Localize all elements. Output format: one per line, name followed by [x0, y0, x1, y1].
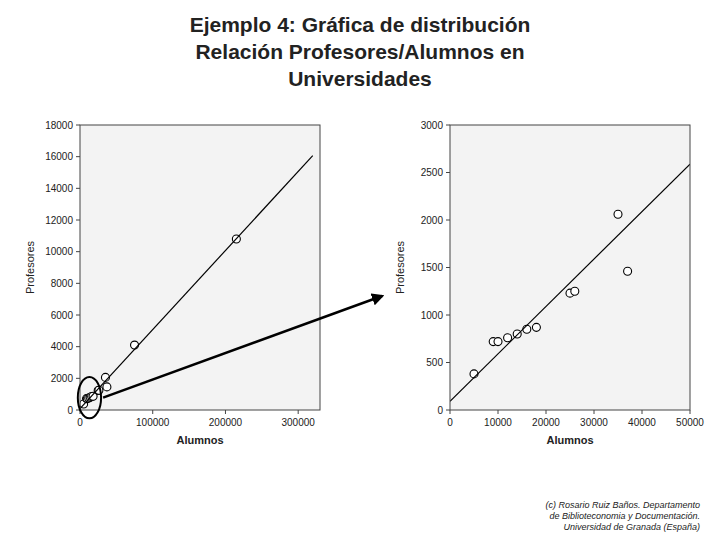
- y-tick-label: 0: [437, 405, 443, 416]
- scatter-point: [494, 338, 502, 346]
- y-tick-label: 8000: [51, 278, 74, 289]
- x-tick-label: 20000: [532, 417, 560, 428]
- zoom-arrow: [103, 296, 382, 398]
- y-tick: [76, 188, 80, 189]
- y-tick-label: 16000: [45, 151, 73, 162]
- x-tick: [450, 410, 451, 414]
- y-axis-label: Profesores: [394, 240, 406, 294]
- scatter-point: [504, 334, 512, 342]
- y-tick: [446, 220, 450, 221]
- y-tick: [76, 156, 80, 157]
- x-tick-label: 0: [447, 417, 453, 428]
- y-tick-label: 2000: [51, 373, 74, 384]
- x-tick: [498, 410, 499, 414]
- data-layer: [80, 156, 313, 409]
- scatter-point: [624, 267, 632, 275]
- copyright-note: de Biblioteconomia y Documentación.: [549, 511, 700, 521]
- x-tick: [594, 410, 595, 414]
- scatter-point: [532, 323, 540, 331]
- y-axis-label: Profesores: [24, 240, 36, 294]
- y-tick-label: 10000: [45, 246, 73, 257]
- regression-line: [80, 156, 313, 409]
- plot-frame: [450, 125, 690, 410]
- y-tick: [446, 172, 450, 173]
- y-tick-label: 1500: [421, 262, 444, 273]
- plot-background: [450, 125, 690, 410]
- copyright-note: Universidad de Granada (España): [563, 522, 700, 532]
- y-tick: [76, 251, 80, 252]
- x-tick: [298, 410, 299, 414]
- copyright-note: (c) Rosario Ruiz Baños. Departamento: [545, 500, 700, 510]
- y-tick: [446, 125, 450, 126]
- scatter-point: [103, 383, 111, 391]
- y-tick-label: 18000: [45, 120, 73, 131]
- y-tick-label: 1000: [421, 310, 444, 321]
- y-tick: [76, 378, 80, 379]
- y-tick: [76, 125, 80, 126]
- x-tick: [642, 410, 643, 414]
- y-tick-label: 4000: [51, 341, 74, 352]
- scatter-point: [571, 287, 579, 295]
- x-tick: [225, 410, 226, 414]
- x-tick-label: 0: [77, 417, 83, 428]
- scatter-point: [470, 370, 478, 378]
- y-tick: [446, 410, 450, 411]
- y-tick: [76, 346, 80, 347]
- y-tick: [76, 220, 80, 221]
- scatter-point: [523, 325, 531, 333]
- y-tick: [446, 315, 450, 316]
- x-tick-label: 10000: [484, 417, 512, 428]
- x-tick-label: 100000: [136, 417, 170, 428]
- x-tick-label: 40000: [628, 417, 656, 428]
- x-tick-label: 300000: [281, 417, 315, 428]
- x-tick-label: 30000: [580, 417, 608, 428]
- y-tick: [76, 315, 80, 316]
- y-tick-label: 2500: [421, 167, 444, 178]
- x-tick-label: 200000: [209, 417, 243, 428]
- y-tick: [446, 362, 450, 363]
- plot-background: [80, 125, 320, 410]
- scatter-point: [131, 341, 139, 349]
- y-tick-label: 12000: [45, 215, 73, 226]
- x-tick: [546, 410, 547, 414]
- regression-line: [450, 164, 690, 401]
- y-tick-label: 3000: [421, 120, 444, 131]
- y-tick: [446, 267, 450, 268]
- x-tick: [690, 410, 691, 414]
- chart-title: Universidades: [288, 67, 432, 90]
- y-tick: [76, 283, 80, 284]
- y-tick-label: 0: [67, 405, 73, 416]
- x-axis-label: Alumnos: [176, 434, 223, 446]
- y-tick-label: 6000: [51, 310, 74, 321]
- plot-1: 0 10000 20000 30000 40000 50000 0 500 1000 1500 20…: [394, 120, 704, 447]
- scatter-point: [614, 210, 622, 218]
- scatter-point: [513, 330, 521, 338]
- plot-0: 0 100000 200000 300000 0 2000 4000 6000 8000 1000…: [24, 120, 320, 447]
- chart-canvas: Ejemplo 4: Gráfica de distribución Relaci…: [0, 0, 720, 540]
- y-tick-label: 2000: [421, 215, 444, 226]
- chart-title: Relación Profesores/Alumnos en: [195, 40, 524, 63]
- y-tick-label: 14000: [45, 183, 73, 194]
- plot-frame: [80, 125, 320, 410]
- highlight-ellipse: [78, 377, 101, 418]
- chart-title: Ejemplo 4: Gráfica de distribución: [190, 13, 531, 36]
- x-tick: [152, 410, 153, 414]
- data-layer: [450, 164, 690, 401]
- y-tick-label: 500: [426, 357, 443, 368]
- x-tick-label: 50000: [676, 417, 704, 428]
- x-axis-label: Alumnos: [546, 434, 593, 446]
